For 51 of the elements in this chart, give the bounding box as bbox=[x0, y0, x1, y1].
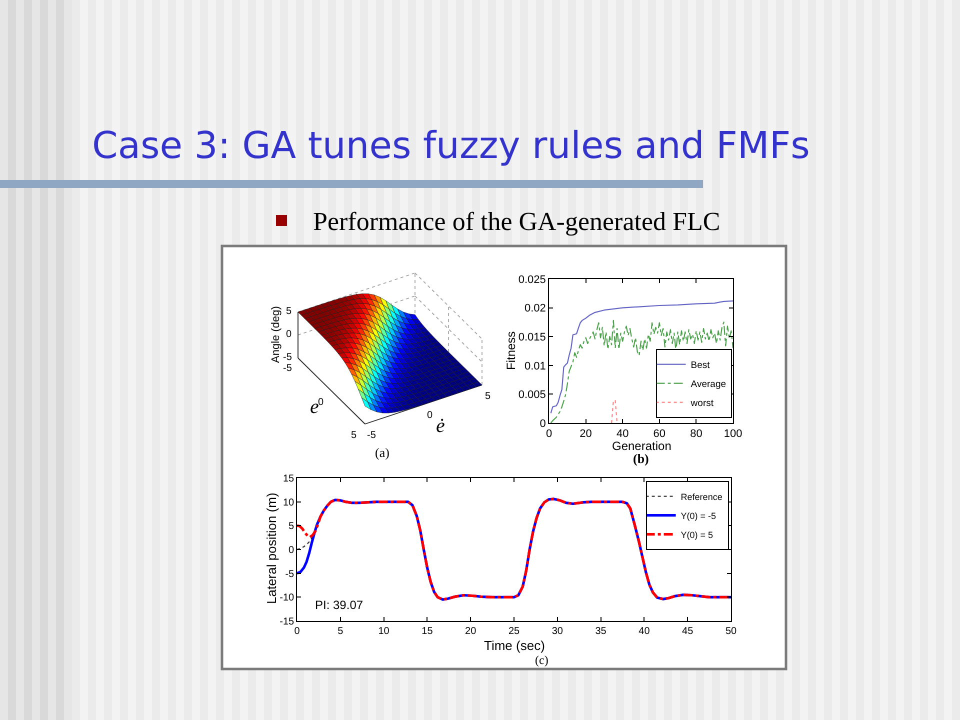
x-tick-label: 10 bbox=[378, 626, 390, 637]
y-tick-label: 10 bbox=[282, 497, 295, 508]
x-tick-label: 100 bbox=[724, 428, 742, 440]
y-tick-label: 5 bbox=[288, 521, 295, 532]
text: -5 bbox=[367, 430, 376, 441]
x-tick-label: 20 bbox=[465, 626, 477, 637]
x-tick-label: 80 bbox=[690, 428, 702, 440]
legend-label: Y(0) = 5 bbox=[680, 530, 714, 540]
text: Angle (deg) bbox=[270, 306, 282, 363]
x-axis-title: Time (sec) bbox=[484, 638, 545, 653]
x-tick-label: 5 bbox=[338, 626, 344, 637]
text: Case 3: GA tunes fuzzy rules and FMFs bbox=[92, 124, 810, 167]
text: Performance of the GA-generated FLC bbox=[313, 207, 720, 236]
annotation: PI: 39.07 bbox=[315, 598, 364, 612]
text: (b) bbox=[633, 451, 649, 466]
x-tick-label: 20 bbox=[580, 428, 592, 440]
y-tick-label: 0.015 bbox=[518, 331, 546, 344]
y-tick-label: 0.005 bbox=[518, 389, 546, 402]
y-tick-label: 0 bbox=[540, 418, 546, 430]
y-tick-label: 0 bbox=[288, 545, 295, 556]
text: 0 bbox=[427, 410, 433, 421]
x-tick-label: 30 bbox=[552, 626, 564, 637]
text: (c) bbox=[535, 653, 548, 667]
text: 5 bbox=[485, 391, 491, 402]
y-axis-title: Lateral position (m) bbox=[264, 492, 279, 604]
legend-label: Y(0) = -5 bbox=[680, 510, 716, 521]
text: (a) bbox=[375, 445, 390, 460]
legend-label: Average bbox=[690, 379, 726, 390]
x-tick-label: 60 bbox=[653, 428, 666, 440]
x-tick-label: 15 bbox=[422, 626, 434, 637]
text: 0 bbox=[318, 397, 324, 408]
x-tick-label: 25 bbox=[508, 626, 520, 637]
legend-label: Best bbox=[690, 360, 710, 372]
y-axis-title: Fitness bbox=[504, 331, 518, 370]
x-tick-label: 50 bbox=[725, 626, 737, 637]
y-tick-label: 0.025 bbox=[518, 274, 546, 286]
x-tick-label: 40 bbox=[638, 626, 650, 637]
legend-label: worst bbox=[690, 398, 714, 410]
legend-label: Reference bbox=[680, 492, 722, 502]
y-tick-label: 15 bbox=[282, 474, 295, 484]
x-axis-title: Generation bbox=[612, 439, 672, 453]
y-tick-label: -15 bbox=[280, 616, 295, 628]
x-tick-label: 35 bbox=[595, 626, 607, 637]
y-tick-label: -5 bbox=[285, 568, 295, 580]
text: e bbox=[310, 396, 319, 418]
y-tick-label: 0.01 bbox=[524, 360, 546, 372]
x-tick-label: 40 bbox=[616, 428, 629, 440]
y-tick-label: 0.02 bbox=[524, 302, 546, 315]
text: ė bbox=[436, 415, 445, 437]
y-tick-label: -10 bbox=[280, 592, 295, 604]
x-tick-label: 45 bbox=[682, 626, 694, 637]
